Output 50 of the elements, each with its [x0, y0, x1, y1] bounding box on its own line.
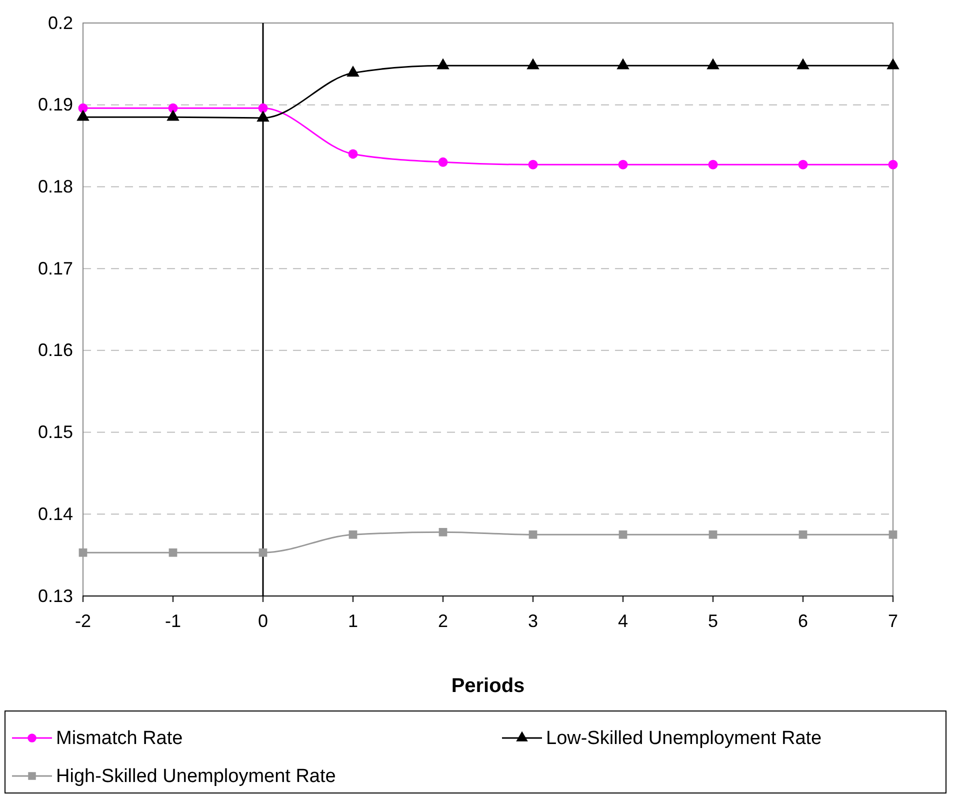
x-tick-label: 3	[528, 610, 538, 631]
x-tick-label: 4	[618, 610, 628, 631]
point	[798, 160, 808, 170]
point	[168, 548, 178, 557]
point	[706, 58, 720, 70]
y-tick-label: 0.14	[38, 504, 73, 524]
legend-label: Mismatch Rate	[56, 728, 183, 749]
y-tick-label: 0.17	[38, 258, 73, 278]
point	[256, 110, 270, 122]
x-axis-title: Periods	[451, 675, 525, 697]
y-tick-label: 0.16	[38, 340, 73, 360]
point	[438, 157, 448, 167]
y-tick-label: 0.18	[38, 176, 73, 196]
legend-label: Low-Skilled Unemployment Rate	[546, 728, 822, 749]
point	[798, 530, 808, 539]
x-tick-label: 5	[708, 610, 718, 631]
x-tick-label: -1	[164, 610, 182, 631]
y-tick-label: 0.19	[38, 94, 73, 115]
x-tick-label: 1	[348, 610, 358, 631]
point	[348, 149, 358, 159]
point	[436, 58, 450, 70]
point	[886, 58, 900, 70]
point	[618, 530, 628, 539]
point	[258, 548, 268, 557]
x-tick-label: 6	[798, 610, 808, 631]
x-tick-label: 2	[438, 610, 448, 631]
x-tick-label: -2	[74, 610, 92, 631]
x-tick-label: 7	[888, 610, 898, 631]
point	[76, 110, 90, 121]
point	[796, 58, 810, 70]
point	[166, 110, 180, 121]
point	[528, 160, 538, 170]
point	[708, 530, 718, 539]
point	[526, 58, 540, 70]
point	[618, 160, 628, 170]
point	[888, 160, 898, 170]
y-tick-label: 0.15	[38, 422, 73, 442]
point	[438, 528, 448, 536]
legend-label: High-Skilled Unemployment Rate	[56, 766, 336, 787]
point	[888, 530, 898, 539]
point	[258, 103, 268, 113]
point	[346, 66, 360, 77]
point	[616, 58, 630, 70]
point	[708, 160, 718, 170]
y-tick-label: 0.2	[48, 12, 73, 33]
y-tick-label: 0.13	[38, 586, 73, 606]
point	[78, 548, 88, 557]
point	[348, 530, 358, 539]
x-tick-label: 0	[258, 610, 268, 631]
point	[528, 530, 538, 539]
